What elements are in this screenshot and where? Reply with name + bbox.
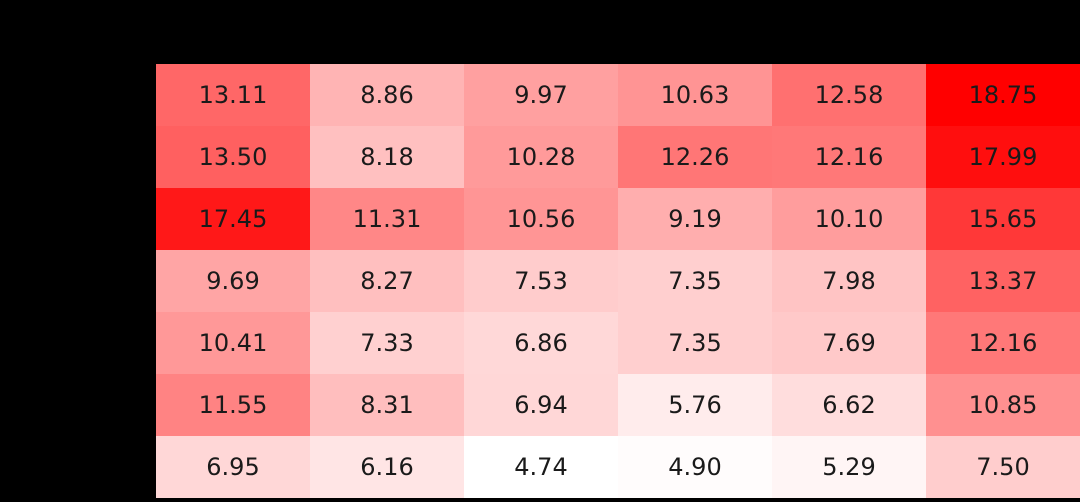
heatmap-value-label-r3-c1: 17.45 (199, 205, 268, 233)
heatmap-value-label-r2-c3: 10.28 (507, 143, 576, 171)
heatmap-value-label-r4-c6: 13.37 (969, 267, 1038, 295)
heatmap-cell-r5-c6 (926, 312, 1080, 374)
heatmap-value-label-r5-c4: 7.35 (668, 329, 721, 357)
heatmap-cell-r4-c5 (772, 250, 926, 312)
heatmap-value-label-r6-c1: 11.55 (199, 391, 268, 419)
heatmap-value-label-r2-c4: 12.26 (661, 143, 730, 171)
heatmap-cell-r4-c1 (156, 250, 310, 312)
heatmap-cell-r2-c6 (926, 126, 1080, 188)
heatmap-cell-r5-c1 (156, 312, 310, 374)
heatmap-cell-r2-c5 (772, 126, 926, 188)
heatmap-value-label-r4-c1: 9.69 (206, 267, 259, 295)
heatmap-value-label-r1-c4: 10.63 (661, 81, 730, 109)
heatmap-value-label-r1-c1: 13.11 (199, 81, 268, 109)
heatmap-cell-r3-c2 (310, 188, 464, 250)
heatmap-cell-r3-c4 (618, 188, 772, 250)
heatmap-cell-r7-c5 (772, 436, 926, 498)
heatmap-cell-r1-c4 (618, 64, 772, 126)
heatmap-value-label-r5-c3: 6.86 (514, 329, 567, 357)
heatmap-value-label-r4-c2: 8.27 (360, 267, 413, 295)
heatmap-cell-r7-c1 (156, 436, 310, 498)
heatmap-cell-r4-c6 (926, 250, 1080, 312)
heatmap-cell-r2-c4 (618, 126, 772, 188)
heatmap-value-label-r7-c6: 7.50 (976, 453, 1029, 481)
heatmap-value-label-r6-c6: 10.85 (969, 391, 1038, 419)
heatmap-cell-r5-c3 (464, 312, 618, 374)
heatmap-cell-r1-c5 (772, 64, 926, 126)
heatmap-cell-r5-c4 (618, 312, 772, 374)
heatmap-cell-r6-c2 (310, 374, 464, 436)
heatmap-value-label-r3-c3: 10.56 (507, 205, 576, 233)
heatmap-cell-r6-c5 (772, 374, 926, 436)
heatmap-value-label-r7-c5: 5.29 (822, 453, 875, 481)
heatmap-value-label-r7-c1: 6.95 (206, 453, 259, 481)
heatmap-cell-r3-c5 (772, 188, 926, 250)
heatmap-cell-r4-c4 (618, 250, 772, 312)
heatmap-value-label-r3-c2: 11.31 (353, 205, 422, 233)
heatmap-value-label-r3-c5: 10.10 (815, 205, 884, 233)
heatmap-cell-r1-c3 (464, 64, 618, 126)
heatmap-value-label-r6-c4: 5.76 (668, 391, 721, 419)
heatmap-value-label-r4-c5: 7.98 (822, 267, 875, 295)
heatmap-cell-r6-c1 (156, 374, 310, 436)
heatmap-cell-r3-c1 (156, 188, 310, 250)
heatmap-value-label-r5-c1: 10.41 (199, 329, 268, 357)
heatmap-cell-r1-c2 (310, 64, 464, 126)
heatmap-cell-r3-c3 (464, 188, 618, 250)
heatmap-cell-r5-c2 (310, 312, 464, 374)
heatmap-value-label-r1-c3: 9.97 (514, 81, 567, 109)
heatmap-value-label-r5-c5: 7.69 (822, 329, 875, 357)
heatmap-cells (156, 64, 1080, 498)
heatmap-cell-r5-c5 (772, 312, 926, 374)
heatmap-cell-r2-c1 (156, 126, 310, 188)
heatmap-cell-r6-c3 (464, 374, 618, 436)
heatmap-cell-r1-c6 (926, 64, 1080, 126)
heatmap-value-label-r3-c4: 9.19 (668, 205, 721, 233)
heatmap-cell-r7-c3 (464, 436, 618, 498)
heatmap-cell-r7-c6 (926, 436, 1080, 498)
heatmap-cell-r2-c2 (310, 126, 464, 188)
heatmap-value-label-r6-c3: 6.94 (514, 391, 567, 419)
heatmap-value-label-r7-c3: 4.74 (514, 453, 567, 481)
heatmap-cell-r7-c4 (618, 436, 772, 498)
heatmap-cell-r4-c3 (464, 250, 618, 312)
heatmap-cell-r4-c2 (310, 250, 464, 312)
heatmap-value-label-r4-c3: 7.53 (514, 267, 567, 295)
heatmap-value-label-r5-c6: 12.16 (969, 329, 1038, 357)
heatmap-value-label-r2-c5: 12.16 (815, 143, 884, 171)
heatmap-cell-r7-c2 (310, 436, 464, 498)
heatmap-value-label-r2-c1: 13.50 (199, 143, 268, 171)
heatmap-value-label-r6-c2: 8.31 (360, 391, 413, 419)
heatmap-labels: 13.11 8.86 9.97 10.63 12.58 18.75 13.50 8.18 10.… (199, 81, 1038, 481)
heatmap-value-label-r1-c2: 8.86 (360, 81, 413, 109)
heatmap-value-label-r1-c5: 12.58 (815, 81, 884, 109)
heatmap-value-label-r1-c6: 18.75 (969, 81, 1038, 109)
heatmap-value-label-r4-c4: 7.35 (668, 267, 721, 295)
heatmap-value-label-r7-c4: 4.90 (668, 453, 721, 481)
heatmap-value-label-r3-c6: 15.65 (969, 205, 1038, 233)
heatmap-cell-r3-c6 (926, 188, 1080, 250)
heatmap-cell-r1-c1 (156, 64, 310, 126)
heatmap-value-label-r7-c2: 6.16 (360, 453, 413, 481)
heatmap-value-label-r2-c6: 17.99 (969, 143, 1038, 171)
heatmap-cell-r6-c4 (618, 374, 772, 436)
heatmap-cell-r6-c6 (926, 374, 1080, 436)
heatmap-cell-r2-c3 (464, 126, 618, 188)
heatmap-value-label-r6-c5: 6.62 (822, 391, 875, 419)
heatmap-value-label-r5-c2: 7.33 (360, 329, 413, 357)
heatmap-value-label-r2-c2: 8.18 (360, 143, 413, 171)
